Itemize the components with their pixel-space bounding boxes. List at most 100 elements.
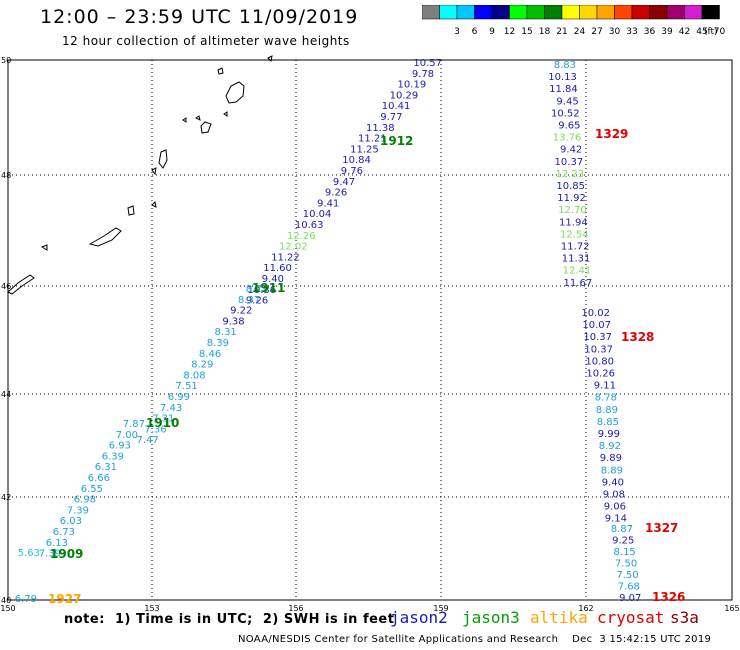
track-value-1912: 10.19: [398, 80, 427, 91]
y-tick-label: 46: [1, 282, 11, 291]
track-value-1912: 11.21: [358, 134, 387, 145]
y-tick-label: 48: [1, 171, 11, 180]
x-tick-label: 165: [724, 604, 739, 613]
track-value-1329: 13.76: [553, 133, 582, 144]
track-value-1912: 10.84: [342, 155, 371, 166]
coastline: [127, 205, 135, 216]
track-value-1912: 9.40: [262, 274, 284, 285]
track-value-1329: 10.52: [551, 108, 580, 119]
colorbar-label: 21: [556, 27, 567, 37]
track-value-1328: 8.78: [595, 393, 617, 404]
track-value-1910: 6.13: [46, 538, 68, 549]
legend-s3a: s3a: [670, 608, 699, 627]
footer-note: note: 1) Time is in UTC; 2) SWH is in fe…: [64, 612, 395, 627]
map-subtitle: 12 hour collection of altimeter wave hei…: [62, 34, 350, 48]
track-value-1329: 9.45: [556, 96, 578, 107]
coastline: [217, 67, 224, 75]
track-value-1328: 10.37: [584, 344, 613, 355]
track-value-1327: 9.07: [619, 593, 641, 604]
colorbar-label: 33: [626, 27, 637, 37]
track-value-1328: 9.06: [604, 502, 626, 513]
track-value-1910: 6.31: [95, 462, 117, 473]
track-value-1328: 8.85: [597, 417, 619, 428]
coastline: [223, 111, 228, 117]
coastline: [158, 149, 168, 169]
track-value-1911: 8.39: [207, 338, 229, 349]
track-value-1329: 8.83: [554, 60, 576, 71]
track-value-1911: 8.22: [246, 284, 268, 295]
track-value-1912: 10.41: [382, 101, 411, 112]
legend-altika: altika: [530, 608, 588, 627]
track-value-1912: 9.41: [317, 198, 339, 209]
pass-id-label: 1912: [380, 134, 413, 148]
coastline: [151, 200, 157, 208]
x-tick-label: 162: [578, 604, 593, 613]
track-value-1911: 8.46: [199, 349, 221, 360]
track-value-1909: 5.63: [18, 548, 40, 559]
colorbar-label: 12: [504, 27, 515, 37]
colorbar-label: 70: [714, 27, 726, 37]
track-value-1912: 10.04: [303, 209, 332, 220]
track-value-1328: 10.80: [585, 356, 614, 367]
pass-id-label: 1328: [621, 330, 654, 344]
track-value-1328: 10.26: [586, 369, 615, 380]
legend-jason3: jason3: [462, 608, 520, 627]
pass-id-label: 1927: [48, 592, 81, 606]
colorbar-label: 27: [591, 27, 602, 37]
track-value-1911: 8.08: [183, 370, 205, 381]
colorbar-label: 42: [679, 27, 690, 37]
y-tick-label: 42: [1, 493, 11, 502]
coastline: [200, 121, 212, 134]
coastline: [225, 81, 245, 104]
track-value-1911: 7.51: [176, 381, 198, 392]
track-value-1329: 10.85: [556, 181, 585, 192]
track-value-1327: 8.15: [614, 547, 636, 558]
track-value-1328: 9.11: [594, 381, 616, 392]
track-value-1912: 10.36: [247, 285, 276, 296]
colorbar-label: 3: [454, 27, 460, 37]
track-value-1912: 11.22: [271, 252, 300, 263]
track-value-1327: 9.25: [612, 536, 634, 547]
track-value-1911: 9.22: [230, 306, 252, 317]
track-value-1911: 8.29: [191, 360, 213, 371]
track-value-1910: 6.93: [109, 441, 131, 452]
track-value-1912: 11.25: [350, 144, 379, 155]
track-value-1911: 7.31: [152, 414, 174, 425]
y-tick-label: 40: [1, 596, 11, 605]
track-value-1328: 10.02: [581, 308, 610, 319]
colorbar-swatch: [701, 5, 720, 20]
coastline: [267, 55, 273, 63]
track-value-1328: 8.92: [599, 441, 621, 452]
track-value-1912: 10.29: [390, 90, 419, 101]
track-value-1912: 11.38: [366, 123, 395, 134]
coastline: [195, 115, 201, 121]
track-value-1328: 9.40: [602, 477, 624, 488]
track-value-1329: 11.67: [564, 278, 593, 289]
track-value-1912: 9.26: [246, 296, 268, 307]
track-value-1912: 9.47: [333, 177, 355, 188]
track-value-1912: 11.60: [263, 263, 292, 274]
colorbar-label: 6: [472, 27, 478, 37]
track-value-1910: 6.66: [88, 473, 110, 484]
track-value-1329: 9.65: [558, 121, 580, 132]
colorbar-label: 30: [609, 27, 621, 37]
colorbar-label: 18: [539, 27, 551, 37]
track-value-1910: 7.39: [67, 505, 89, 516]
track-value-1328: 9.08: [603, 490, 625, 501]
color-scale-bar: 3 6 9 12 15 18 21 24 27 30 33 36 39 42 45 70(ft): [422, 5, 726, 37]
track-value-1329: 11.31: [562, 254, 591, 265]
track-value-1911: 8.37: [238, 295, 260, 306]
track-value-1329: 11.92: [557, 193, 586, 204]
track-value-1911: 7.43: [160, 403, 182, 414]
pass-id-label: 1329: [595, 127, 628, 141]
track-value-1912: 12.02: [279, 242, 308, 253]
colorbar-label: 24: [574, 27, 586, 37]
plot-frame: [7, 59, 733, 601]
colorbar-unit: (ft): [704, 27, 718, 37]
track-value-1912: 9.77: [380, 112, 402, 123]
track-value-1328: 9.89: [600, 453, 622, 464]
pass-id-label: 1909: [50, 547, 83, 561]
colorbar-label: 45: [696, 27, 707, 37]
track-value-1910: 7.39: [39, 549, 61, 560]
